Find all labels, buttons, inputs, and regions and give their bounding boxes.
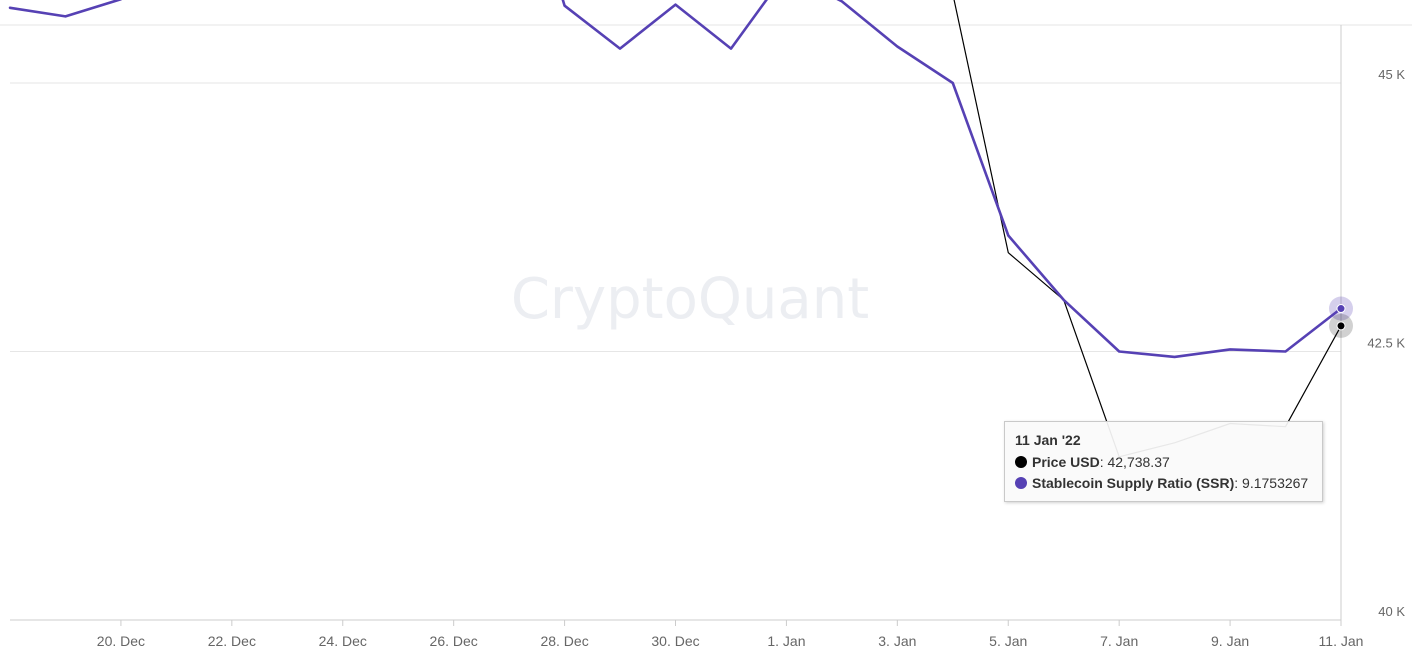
x-tick-label: 22. Dec bbox=[208, 633, 256, 649]
y-tick-label: 40 K bbox=[1378, 604, 1405, 619]
ssr-hover-point bbox=[1336, 304, 1346, 314]
x-tick-label: 1. Jan bbox=[767, 633, 805, 649]
x-tick-label: 9. Jan bbox=[1211, 633, 1249, 649]
x-tick-label: 30. Dec bbox=[651, 633, 699, 649]
x-tick-label: 11. Jan bbox=[1319, 633, 1364, 649]
y-tick-label: 45 K bbox=[1378, 67, 1405, 82]
hover-markers bbox=[1329, 296, 1353, 338]
price-dot-icon bbox=[1015, 456, 1027, 468]
tooltip-series-value: 9.1753267 bbox=[1242, 475, 1309, 491]
x-tick-label: 3. Jan bbox=[878, 633, 916, 649]
tooltip-row-ssr: Stablecoin Supply Ratio (SSR): 9.1753267 bbox=[1015, 473, 1312, 494]
price-hover-point bbox=[1336, 321, 1346, 331]
series bbox=[8, 0, 1343, 458]
ssr-line bbox=[8, 0, 1343, 359]
x-tick-label: 24. Dec bbox=[319, 633, 367, 649]
tooltip-series-value: 42,738.37 bbox=[1107, 454, 1170, 470]
chart-tooltip: 11 Jan '22 Price USD: 42,738.37 Stableco… bbox=[1004, 421, 1323, 502]
tooltip-series-name: Price USD bbox=[1032, 454, 1100, 470]
x-tick-label: 20. Dec bbox=[97, 633, 145, 649]
ssr-dot-icon bbox=[1015, 477, 1027, 489]
tooltip-series-name: Stablecoin Supply Ratio (SSR) bbox=[1032, 475, 1235, 491]
price-usd-line bbox=[953, 0, 1342, 458]
x-tick-label: 26. Dec bbox=[430, 633, 478, 649]
tooltip-row-price: Price USD: 42,738.37 bbox=[1015, 452, 1312, 473]
x-tick-label: 5. Jan bbox=[989, 633, 1027, 649]
y-tick-label: 42.5 K bbox=[1367, 336, 1405, 351]
x-tick-label: 28. Dec bbox=[540, 633, 588, 649]
watermark: CryptoQuant bbox=[511, 267, 869, 332]
tooltip-date: 11 Jan '22 bbox=[1015, 432, 1081, 448]
x-tick-label: 7. Jan bbox=[1100, 633, 1138, 649]
